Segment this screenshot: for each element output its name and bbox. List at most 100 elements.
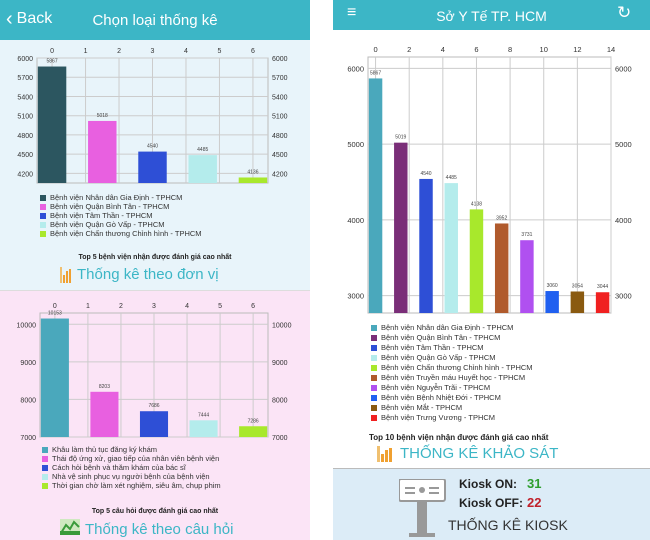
kiosk-stats-label: THỐNG KÊ KIOSK [448,517,568,533]
y-tick-label-right: 4200 [272,171,288,178]
data-label: 7286 [248,418,259,424]
legend-item: Bệnh viện Truyền máu Huyết học - TPHCM [371,373,533,383]
bar [394,142,408,313]
legend-item: Bệnh viện Nhân dân Gia Định - TPHCM [40,193,202,202]
hospital-bar-chart: 0 2 4 6 8 10 12 14 3000 3000 4000 4000 5000 5000 6000 6… [347,45,632,314]
left-header: ‹ Back Chọn loại thống kê [0,0,310,40]
x-tick-label: 14 [607,45,615,54]
x-tick-label: 0 [53,303,57,310]
legend-label: Bệnh viện Quận Gò Vấp - TPHCM [50,220,165,229]
x-tick-label: 10 [540,45,548,54]
data-label: 10153 [48,311,62,317]
x-tick-label: 3 [152,303,156,310]
unit-stats-panel: 0 1 2 3 4 5 6 4200 4200 4500 4500 4800 4800 5100 5100 5… [0,40,310,290]
y-tick-label-left: 4200 [17,171,33,178]
refresh-icon[interactable]: ↻ [617,3,632,22]
legend-label: Bệnh viện Nhân dân Gia Định - TPHCM [50,193,183,202]
x-tick-label: 12 [573,45,581,54]
kiosk-stats-card[interactable]: Kiosk ON: 31 Kiosk OFF: 22 THỐNG KÊ KIOS… [333,468,650,540]
kiosk-off-label: Kiosk OFF: [459,496,524,510]
legend-label: Bệnh viện Bệnh Nhiệt Đới - TPHCM [381,393,501,402]
data-label: 4138 [471,201,482,207]
y-tick-label-right: 10000 [272,322,292,329]
question-stats-panel: 0 1 2 3 4 5 6 7000 7000 8000 8000 9000 9000 10000 1000… [0,290,310,540]
data-label: 3060 [547,283,558,289]
kiosk-on-label: Kiosk ON: [459,477,518,491]
legend-item: Bệnh viện Quận Gò Vấp - TPHCM [40,220,202,229]
legend-item: Bệnh viện Nguyễn Trãi - TPHCM [371,383,533,393]
legend-label: Bệnh viện Mắt - TPHCM [381,403,463,412]
y-tick-label-right: 8000 [272,397,288,404]
bar [444,183,458,313]
legend-swatch [42,455,48,462]
data-label: 5019 [395,135,406,141]
y-tick-label-left: 4500 [17,152,33,159]
legend-label: Bệnh viện Nhân dân Gia Định - TPHCM [381,323,514,332]
back-label: Back [16,10,53,27]
x-tick-label: 0 [373,45,377,54]
x-tick-label: 2 [119,303,123,310]
back-button[interactable]: ‹ Back [6,8,53,30]
y-tick-label-left: 4800 [17,133,33,140]
data-label: 3731 [521,232,532,238]
legend-swatch [42,482,48,489]
legend-swatch [42,473,48,480]
bar [189,420,218,437]
y-tick-label-right: 4800 [272,133,288,140]
y-tick-label-right: 5100 [272,114,288,121]
legend-label: Khâu làm thủ tục đăng ký khám [52,445,158,454]
data-label: 7686 [148,403,159,409]
x-tick-label: 0 [50,48,54,55]
legend-swatch [371,355,377,361]
legend-swatch [371,365,377,371]
chevron-left-icon: ‹ [6,8,13,30]
y-tick-label-left: 8000 [20,397,36,404]
x-tick-label: 1 [84,48,88,55]
menu-icon[interactable]: ≡ [347,4,357,21]
legend-item: Bệnh viện Quận Gò Vấp - TPHCM [371,353,533,363]
legend-swatch [371,405,377,411]
x-tick-label: 6 [474,45,478,54]
y-tick-label-left: 7000 [20,435,36,441]
bar-chart-icon [60,266,71,283]
y-tick-label-right: 6000 [615,64,632,73]
legend-swatch [40,194,46,201]
bar [238,177,268,183]
y-tick-label-right: 3000 [615,292,632,301]
x-tick-label: 3 [151,48,155,55]
data-label: 4485 [446,175,457,181]
legend-label: Bệnh viện Quận Bình Tân - TPHCM [50,202,170,211]
legend-label: Bệnh viện Nguyễn Trãi - TPHCM [381,383,491,392]
x-tick-label: 4 [184,48,188,55]
legend-label: Bệnh viện Chấn thương Chỉnh hình - TPHCM [381,363,533,372]
y-tick-label-left: 9000 [20,360,36,367]
survey-stats-panel: 0 2 4 6 8 10 12 14 3000 3000 4000 4000 5000 5000 6000 6… [333,30,650,468]
legend-swatch [371,375,377,381]
x-tick-label: 4 [441,45,445,54]
y-tick-label-left: 4000 [347,216,364,225]
y-tick-label-left: 6000 [347,64,364,73]
legend-swatch [371,385,377,391]
legend-label: Bệnh viện Tâm Thần - TPHCM [381,343,484,352]
hospital-chart-legend: Bệnh viện Nhân dân Gia Định - TPHCM Bệnh … [371,323,533,423]
line-chart-icon [60,519,80,539]
legend-item: Bệnh viện Quận Bình Tân - TPHCM [371,333,533,343]
x-tick-label: 2 [117,48,121,55]
data-label: 5018 [97,113,108,119]
legend-item: Thái độ ứng xử, giao tiếp của nhân viên … [42,454,221,463]
x-tick-label: 5 [218,303,222,310]
stats-by-question-link[interactable]: Thống kê theo câu hỏi [60,519,233,539]
survey-stats-link[interactable]: THỐNG KÊ KHẢO SÁT [377,445,558,462]
bar [469,209,484,313]
legend-swatch [371,345,377,351]
stats-by-unit-link[interactable]: Thống kê theo đơn vị [60,266,219,283]
legend-label: Bệnh viện Quận Bình Tân - TPHCM [381,333,501,342]
bar [419,178,433,313]
x-tick-label: 4 [185,303,189,310]
y-tick-label-left: 5100 [17,114,33,121]
bar [520,240,534,313]
legend-swatch [42,464,48,471]
legend-item: Khâu làm thủ tục đăng ký khám [42,445,221,454]
legend-item: Bệnh viện Quận Bình Tân - TPHCM [40,202,202,211]
kiosk-off-value: 22 [527,495,542,510]
